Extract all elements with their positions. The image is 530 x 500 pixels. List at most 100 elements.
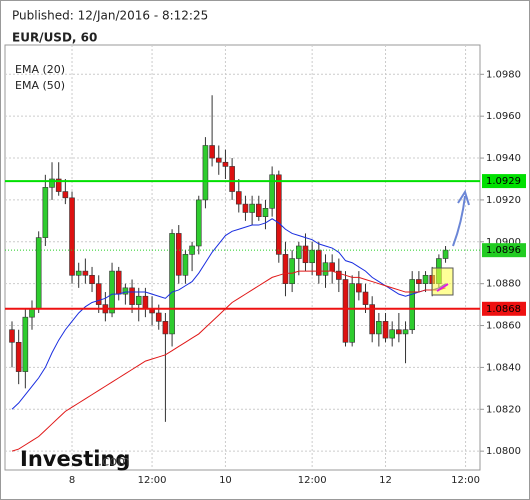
candle-body — [9, 329, 15, 343]
candle-body — [35, 237, 42, 310]
y-tick-label: 1.0900 — [486, 237, 521, 248]
candle-body — [122, 287, 129, 295]
candle-body — [329, 262, 335, 272]
candle-body — [396, 329, 402, 335]
candle-body — [209, 145, 215, 159]
y-tick-label: 1.0860 — [486, 321, 521, 332]
candle-body — [356, 283, 362, 293]
ema-line — [11, 218, 446, 410]
candle-body — [189, 245, 195, 255]
arrow-head — [457, 189, 470, 206]
candle-body — [442, 249, 449, 259]
y-tick-label: 1.0800 — [486, 446, 521, 457]
candle-body — [376, 321, 382, 335]
candle-body — [316, 249, 322, 276]
candle-body — [389, 329, 395, 339]
level-label-bg — [482, 243, 526, 258]
annotation-line — [436, 283, 449, 292]
logo: Investing — [20, 447, 130, 471]
candle-body — [182, 254, 189, 276]
candle-body — [416, 279, 422, 284]
level-label: 1.0868 — [486, 304, 521, 315]
y-tick-label: 1.0880 — [486, 279, 521, 290]
x-tick-label: 12:00 — [138, 475, 167, 486]
y-tick-label: 1.0920 — [486, 195, 521, 206]
candle-body — [22, 316, 29, 372]
candle-body — [175, 233, 182, 276]
candle-body — [69, 197, 75, 276]
logo-suffix: .com — [98, 455, 130, 470]
candle-body — [289, 258, 295, 284]
marks — [5, 95, 480, 452]
highlight-box — [431, 267, 454, 296]
candle-body — [262, 208, 269, 217]
level-label: 1.0929 — [486, 176, 521, 187]
level-label: 1.0896 — [486, 245, 521, 256]
candle-body — [282, 254, 289, 284]
candle-body — [382, 321, 389, 339]
level-label-bg — [482, 301, 526, 316]
candle-body — [89, 274, 95, 284]
candle-body — [29, 308, 35, 318]
x-tick-label: 12 — [379, 475, 392, 486]
arrow — [452, 195, 466, 247]
candle-body — [222, 161, 229, 167]
candle-body — [42, 187, 49, 238]
candle-body — [275, 174, 282, 255]
candle-body — [155, 312, 162, 322]
candle-body — [349, 283, 355, 343]
candle-body — [215, 157, 222, 163]
candle-body — [129, 287, 135, 305]
candle-body — [302, 245, 309, 264]
candle-body — [342, 279, 349, 343]
x-tick-label: 12:00 — [298, 475, 327, 486]
candle-body — [235, 191, 242, 205]
candle-body — [195, 199, 202, 247]
candle-body — [115, 270, 122, 295]
candle-body — [95, 283, 102, 305]
y-tick-label: 1.0980 — [486, 69, 521, 80]
candle-body — [202, 145, 209, 201]
y-tick-label: 1.0960 — [486, 111, 521, 122]
symbol: EUR/USD, 60 — [12, 31, 97, 45]
level-label-bg — [482, 174, 526, 189]
candle-body — [49, 178, 55, 188]
x-tick-label: 8 — [69, 475, 75, 486]
candle-body — [269, 174, 275, 209]
x-tick-label: 12:00 — [451, 475, 480, 486]
y-tick-label: 1.0820 — [486, 404, 521, 415]
candle-body — [409, 279, 416, 331]
published: Published: 12/Jan/2016 - 8:12:25 — [12, 9, 208, 23]
candle-body — [229, 166, 235, 192]
ema-line — [11, 270, 446, 452]
candle-body — [162, 321, 169, 335]
candle-body — [82, 270, 89, 276]
candle-body — [296, 245, 302, 259]
candle-body — [322, 262, 329, 276]
candle-body — [75, 270, 82, 276]
x-tick-label: 10 — [219, 475, 232, 486]
legend-ema50: EMA (50) — [15, 79, 65, 92]
candle-body — [309, 249, 315, 264]
candle-body — [422, 274, 429, 284]
y-tick-label: 1.0940 — [486, 153, 521, 164]
candle-body — [55, 178, 62, 192]
candle-body — [15, 341, 22, 372]
candle-body — [402, 329, 409, 335]
candle-body — [62, 191, 69, 199]
plot-area — [4, 44, 481, 471]
candle-body — [249, 203, 255, 213]
candle-body — [142, 295, 149, 310]
candle-body — [336, 270, 342, 280]
candle-body — [362, 291, 369, 305]
legend-ema20: EMA (20) — [15, 63, 65, 76]
candle-body — [369, 304, 375, 335]
candle-body — [135, 295, 142, 305]
y-tick-label: 1.0840 — [486, 362, 521, 373]
candle-body — [169, 233, 175, 335]
candle-body — [109, 270, 115, 314]
candle-body — [242, 203, 249, 213]
candle-body — [255, 203, 262, 217]
